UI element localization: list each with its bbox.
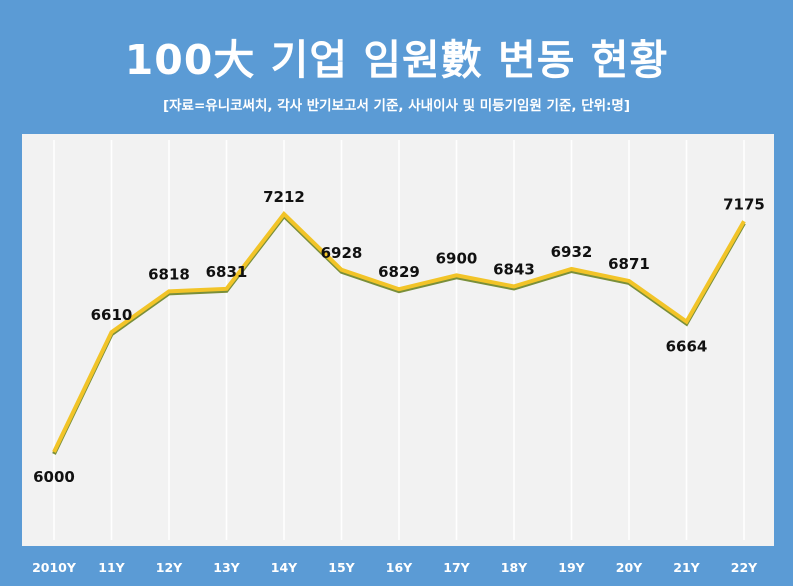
data-label: 6871 [608, 255, 650, 273]
data-label: 6818 [148, 265, 190, 283]
data-label: 6900 [436, 249, 478, 267]
data-label: 6831 [206, 263, 248, 281]
x-tick-label: 11Y [98, 560, 125, 575]
data-label: 6000 [33, 468, 75, 486]
data-label: 7212 [263, 188, 305, 206]
x-tick-label: 18Y [501, 560, 528, 575]
x-tick-label: 2010Y [32, 560, 77, 575]
chart-title: 100大 기업 임원數 변동 현황 [124, 36, 669, 84]
x-tick-label: 19Y [558, 560, 585, 575]
data-label: 7175 [723, 195, 765, 213]
x-tick-label: 20Y [616, 560, 643, 575]
x-tick-label: 16Y [386, 560, 413, 575]
data-label: 6829 [378, 263, 420, 281]
x-tick-label: 14Y [271, 560, 298, 575]
x-tick-label: 17Y [443, 560, 470, 575]
plot-area [22, 134, 774, 546]
x-tick-label: 12Y [156, 560, 183, 575]
data-label: 6843 [493, 260, 535, 278]
chart-subtitle: [자료=유니코써치, 각사 반기보고서 기준, 사내이사 및 미등기임원 기준,… [162, 98, 631, 114]
data-label: 6610 [91, 306, 133, 324]
data-label: 6932 [551, 243, 593, 261]
data-label: 6664 [666, 338, 708, 356]
x-tick-label: 21Y [673, 560, 700, 575]
x-tick-label: 15Y [328, 560, 355, 575]
series-line [52, 211, 746, 453]
data-label: 6928 [321, 244, 363, 262]
x-tick-label: 22Y [731, 560, 758, 575]
x-tick-label: 13Y [213, 560, 240, 575]
